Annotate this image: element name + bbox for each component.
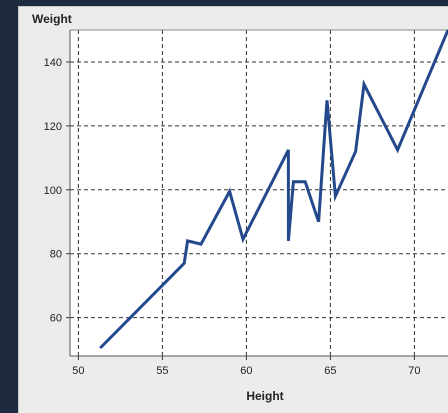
y-tick-label: 120 bbox=[44, 121, 62, 133]
y-tick-label: 100 bbox=[44, 185, 62, 197]
y-tick-label: 140 bbox=[44, 57, 62, 69]
data-series bbox=[99, 29, 448, 350]
plot-background bbox=[70, 30, 448, 356]
y-axis-title: Weight bbox=[32, 12, 72, 26]
grid-lines bbox=[70, 30, 448, 356]
left-window-edge bbox=[0, 0, 18, 412]
x-axis-title: Height bbox=[246, 389, 283, 403]
series-line bbox=[99, 29, 448, 350]
x-tick-label: 60 bbox=[240, 365, 252, 377]
tick-labels: 50 55 60 65 70 60 80 100 120 140 bbox=[44, 57, 421, 377]
plot-area bbox=[70, 30, 448, 356]
y-tick-label: 60 bbox=[50, 313, 62, 325]
axes bbox=[66, 29, 448, 360]
y-tick-label: 80 bbox=[50, 249, 62, 261]
x-tick-label: 55 bbox=[156, 365, 168, 377]
x-tick-label: 70 bbox=[408, 365, 420, 377]
x-tick-label: 50 bbox=[72, 365, 84, 377]
x-tick-label: 65 bbox=[324, 365, 336, 377]
